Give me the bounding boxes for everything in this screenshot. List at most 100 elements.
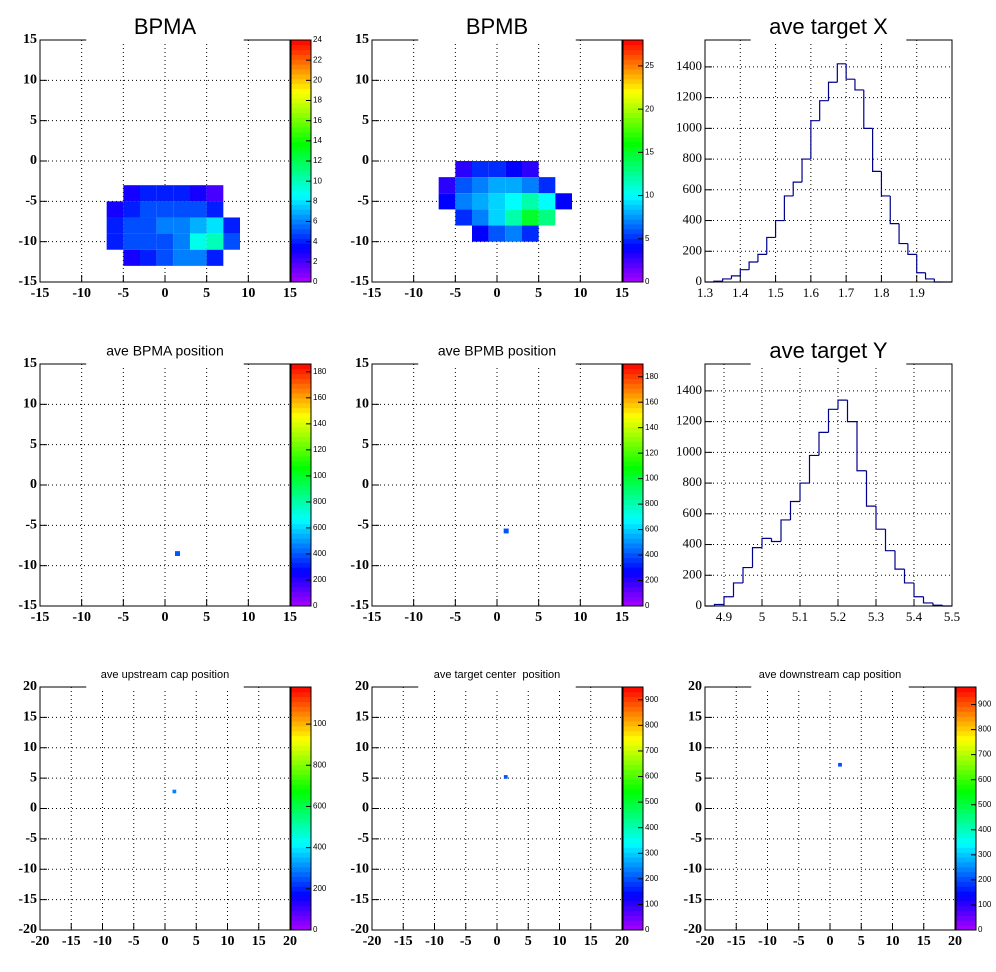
colorbar-step bbox=[623, 798, 643, 805]
y-tick-label: 1000 bbox=[676, 443, 702, 458]
colorbar-step bbox=[291, 151, 311, 157]
x-tick-label: 4.9 bbox=[716, 609, 732, 624]
colorbar-step bbox=[623, 243, 643, 249]
x-tick-label: 0 bbox=[827, 934, 834, 949]
y-tick-label: 0 bbox=[362, 153, 369, 168]
histogram-bin bbox=[766, 236, 776, 255]
z-tick-label: 400 bbox=[645, 823, 659, 832]
histogram-bin bbox=[789, 500, 800, 520]
colorbar-step bbox=[623, 364, 643, 370]
z-tick-label: 160 bbox=[313, 393, 327, 402]
y-tick-label: 20 bbox=[23, 679, 37, 694]
y-tick-label: 400 bbox=[683, 536, 703, 551]
colorbar-step bbox=[291, 533, 311, 539]
z-tick-label: 140 bbox=[645, 423, 659, 432]
z-tick-label: 400 bbox=[313, 549, 327, 558]
colorbar-step bbox=[291, 562, 311, 568]
z-tick-label: 400 bbox=[645, 550, 659, 559]
colorbar-step bbox=[623, 277, 643, 283]
heatmap-cell bbox=[206, 233, 224, 250]
colorbar-step bbox=[291, 725, 311, 732]
x-tick-label: -15 bbox=[363, 610, 382, 625]
y-tick-label: 15 bbox=[355, 710, 369, 725]
x-tick-label: 5.4 bbox=[906, 609, 923, 624]
colorbar-step bbox=[291, 552, 311, 559]
x-tick-label: -5 bbox=[117, 286, 129, 301]
colorbar-step bbox=[956, 759, 976, 766]
colorbar-step bbox=[623, 252, 643, 259]
x-tick-label: 5 bbox=[193, 934, 200, 949]
colorbar-step bbox=[623, 803, 643, 809]
y-tick-label: 0 bbox=[696, 597, 703, 612]
y-tick-label: 10 bbox=[355, 740, 369, 755]
colorbar-step bbox=[291, 194, 311, 201]
x-tick-label: 0 bbox=[162, 934, 169, 949]
colorbar-step bbox=[291, 277, 311, 283]
colorbar-step bbox=[291, 136, 311, 143]
colorbar-step bbox=[623, 407, 643, 413]
heatmap-cell bbox=[438, 193, 456, 210]
colorbar-step bbox=[623, 98, 643, 104]
x-tick-label: -15 bbox=[31, 610, 50, 625]
y-tick-label: 15 bbox=[688, 710, 702, 725]
histogram-bin bbox=[761, 537, 772, 548]
colorbar-step bbox=[623, 543, 643, 549]
colorbar-step bbox=[623, 740, 643, 746]
heatmap-cell bbox=[190, 201, 207, 218]
y-tick-label: -5 bbox=[25, 194, 37, 209]
y-tick-label: 0 bbox=[695, 801, 702, 816]
colorbar-step bbox=[623, 412, 643, 418]
colorbar-step bbox=[291, 764, 311, 771]
colorbar-step bbox=[291, 257, 311, 264]
histogram-bin bbox=[722, 278, 732, 282]
histogram-bin bbox=[827, 81, 838, 101]
colorbar-step bbox=[623, 886, 643, 892]
colorbar-step bbox=[956, 818, 976, 824]
colorbar-step bbox=[623, 759, 643, 766]
colorbar-step bbox=[291, 233, 311, 239]
colorbar-step bbox=[291, 774, 311, 780]
colorbar-step bbox=[291, 716, 311, 722]
z-tick-label: 600 bbox=[313, 523, 327, 532]
y-tick-label: 0 bbox=[30, 153, 37, 168]
colorbar-step bbox=[623, 209, 643, 215]
x-tick-label: 1.3 bbox=[697, 285, 713, 300]
colorbar-step bbox=[623, 920, 643, 926]
colorbar-step bbox=[623, 687, 643, 693]
colorbar-step bbox=[623, 910, 643, 916]
z-tick-label: 600 bbox=[313, 802, 327, 811]
x-tick-label: 5.3 bbox=[868, 609, 884, 624]
heatmap-cell bbox=[522, 225, 539, 242]
x-tick-label: 10 bbox=[886, 934, 900, 949]
colorbar-step bbox=[956, 832, 976, 839]
panel: -20 -15 -10 -5 0 5 10 15 20-20-15-10-50510152001… bbox=[683, 661, 992, 949]
x-tick-label: 15 bbox=[283, 610, 297, 625]
histogram-bin bbox=[801, 158, 811, 183]
colorbar-step bbox=[291, 852, 311, 858]
panel: -15 -10 -5 0 5 10 15 -15 -10 -5 0 5 10 15 0 200 400 600 80… bbox=[18, 338, 327, 625]
y-tick-label: -15 bbox=[350, 274, 369, 289]
colorbar-step bbox=[291, 528, 311, 534]
colorbar-step bbox=[623, 871, 643, 878]
colorbar-step bbox=[291, 107, 311, 114]
x-tick-label: -5 bbox=[460, 934, 472, 949]
y-tick-label: 0 bbox=[362, 477, 369, 492]
z-tick-label: 0 bbox=[645, 925, 650, 934]
colorbar-step bbox=[956, 687, 976, 693]
colorbar-step bbox=[623, 64, 643, 70]
colorbar-step bbox=[623, 861, 643, 868]
colorbar-step bbox=[623, 117, 643, 123]
y-tick-label: 0 bbox=[696, 273, 703, 288]
colorbar-step bbox=[956, 866, 976, 873]
colorbar-step bbox=[623, 842, 643, 848]
panel-title: ave target Y bbox=[769, 338, 888, 363]
colorbar-step bbox=[623, 49, 643, 56]
colorbar-step bbox=[623, 485, 643, 491]
colorbar-step bbox=[291, 905, 311, 912]
colorbar-step bbox=[623, 601, 643, 607]
colorbar-step bbox=[623, 175, 643, 181]
colorbar-step bbox=[291, 701, 311, 707]
colorbar-step bbox=[291, 557, 311, 563]
y-tick-label: -5 bbox=[25, 831, 37, 846]
z-tick-label: 15 bbox=[645, 147, 654, 156]
